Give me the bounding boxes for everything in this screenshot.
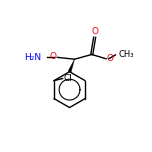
Text: O: O bbox=[107, 54, 114, 63]
Text: Cl: Cl bbox=[63, 74, 72, 83]
Text: O: O bbox=[49, 52, 56, 61]
Text: O: O bbox=[91, 27, 98, 36]
Text: CH₃: CH₃ bbox=[118, 50, 134, 59]
Polygon shape bbox=[68, 59, 75, 72]
Text: H₂N: H₂N bbox=[24, 53, 41, 62]
